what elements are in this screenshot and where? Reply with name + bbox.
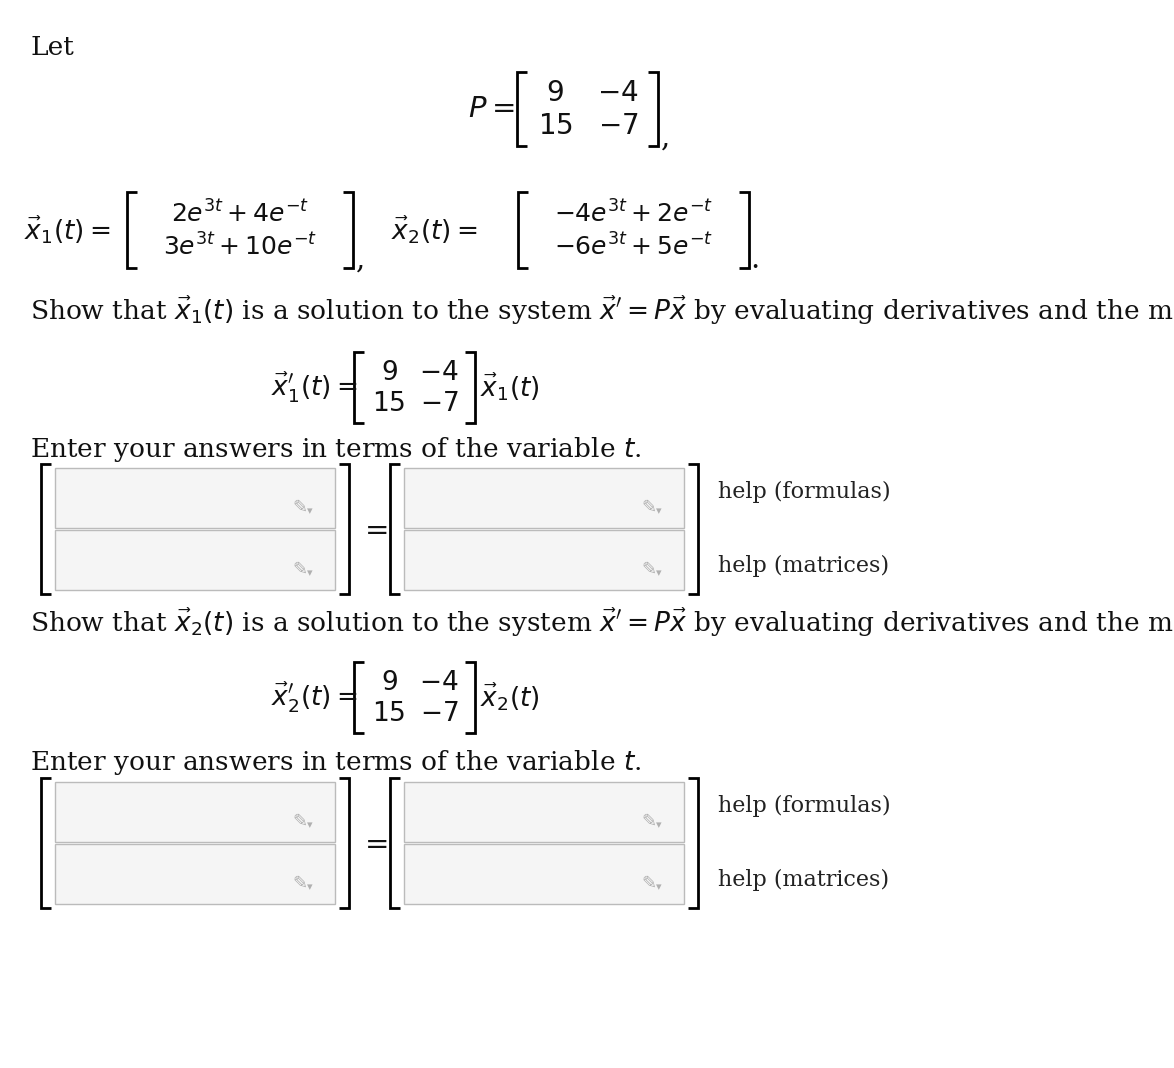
Text: $\vec{x}_2(t) =$: $\vec{x}_2(t) =$	[391, 214, 478, 246]
Text: ▾: ▾	[308, 568, 312, 578]
Text: $-7$: $-7$	[419, 391, 458, 417]
Text: ✎: ✎	[292, 813, 308, 831]
Text: ▾: ▾	[308, 506, 312, 516]
Text: $15$: $15$	[538, 112, 573, 140]
Bar	[55, 782, 335, 842]
Text: $9$: $9$	[380, 360, 398, 386]
Text: ✎: ✎	[292, 875, 308, 893]
Text: $15$: $15$	[372, 702, 406, 726]
Text: ✎: ✎	[641, 875, 656, 893]
Text: help (matrices): help (matrices)	[718, 869, 889, 891]
Text: ▾: ▾	[308, 820, 312, 830]
Text: Let: Let	[31, 35, 74, 60]
Text: .: .	[750, 246, 760, 274]
Text: $=$: $=$	[359, 829, 389, 857]
Text: $-4$: $-4$	[598, 80, 639, 107]
Text: $\vec{x}_1(t) =$: $\vec{x}_1(t) =$	[23, 214, 110, 246]
Text: ,: ,	[356, 246, 365, 274]
Text: ✎: ✎	[292, 499, 308, 517]
Text: $=$: $=$	[359, 515, 389, 543]
Text: help (matrices): help (matrices)	[718, 555, 889, 577]
Text: $\vec{x}_1(t)$: $\vec{x}_1(t)$	[480, 372, 540, 404]
Text: ✎: ✎	[292, 561, 308, 579]
Text: ▾: ▾	[656, 506, 662, 516]
Text: Enter your answers in terms of the variable $t$.: Enter your answers in terms of the varia…	[31, 748, 641, 778]
Text: $\vec{x}_2(t)$: $\vec{x}_2(t)$	[480, 681, 540, 713]
Bar	[55, 468, 335, 528]
Text: $9$: $9$	[380, 670, 398, 695]
Text: $3e^{3t}+10e^{-t}$: $3e^{3t}+10e^{-t}$	[163, 234, 317, 261]
Text: ▾: ▾	[656, 882, 662, 892]
Bar	[55, 844, 335, 904]
Text: help (formulas): help (formulas)	[718, 795, 891, 817]
Text: $-4e^{3t}+2e^{-t}$: $-4e^{3t}+2e^{-t}$	[554, 201, 713, 227]
Text: $-6e^{3t}+5e^{-t}$: $-6e^{3t}+5e^{-t}$	[554, 234, 713, 261]
Text: $9$: $9$	[546, 80, 564, 107]
Text: $\vec{x}_2'(t) =$: $\vec{x}_2'(t) =$	[271, 680, 357, 714]
Text: $-7$: $-7$	[419, 702, 458, 726]
Text: $\vec{x}_1'(t) =$: $\vec{x}_1'(t) =$	[271, 370, 357, 405]
Text: ✎: ✎	[641, 561, 656, 579]
Text: ▾: ▾	[656, 820, 662, 830]
Text: ,: ,	[661, 124, 670, 152]
Text: $-4$: $-4$	[419, 360, 459, 386]
Text: ✎: ✎	[641, 499, 656, 517]
Bar	[404, 468, 684, 528]
Text: $2e^{3t}+4e^{-t}$: $2e^{3t}+4e^{-t}$	[171, 201, 309, 227]
Bar	[55, 530, 335, 590]
Text: $15$: $15$	[372, 391, 406, 417]
Bar	[404, 782, 684, 842]
Text: help (formulas): help (formulas)	[718, 481, 891, 503]
Text: $-7$: $-7$	[598, 112, 639, 140]
Text: Show that $\vec{x}_1(t)$ is a solution to the system $\vec{x}' = P\vec{x}$ by ev: Show that $\vec{x}_1(t)$ is a solution t…	[31, 295, 1174, 328]
Bar	[404, 530, 684, 590]
Text: $-4$: $-4$	[419, 670, 459, 695]
Text: ▾: ▾	[308, 882, 312, 892]
Text: $P =$: $P =$	[468, 95, 515, 123]
Text: ▾: ▾	[656, 568, 662, 578]
Text: Show that $\vec{x}_2(t)$ is a solution to the system $\vec{x}' = P\vec{x}$ by ev: Show that $\vec{x}_2(t)$ is a solution t…	[31, 607, 1174, 640]
Text: ✎: ✎	[641, 813, 656, 831]
Bar	[404, 844, 684, 904]
Text: Enter your answers in terms of the variable $t$.: Enter your answers in terms of the varia…	[31, 435, 641, 464]
